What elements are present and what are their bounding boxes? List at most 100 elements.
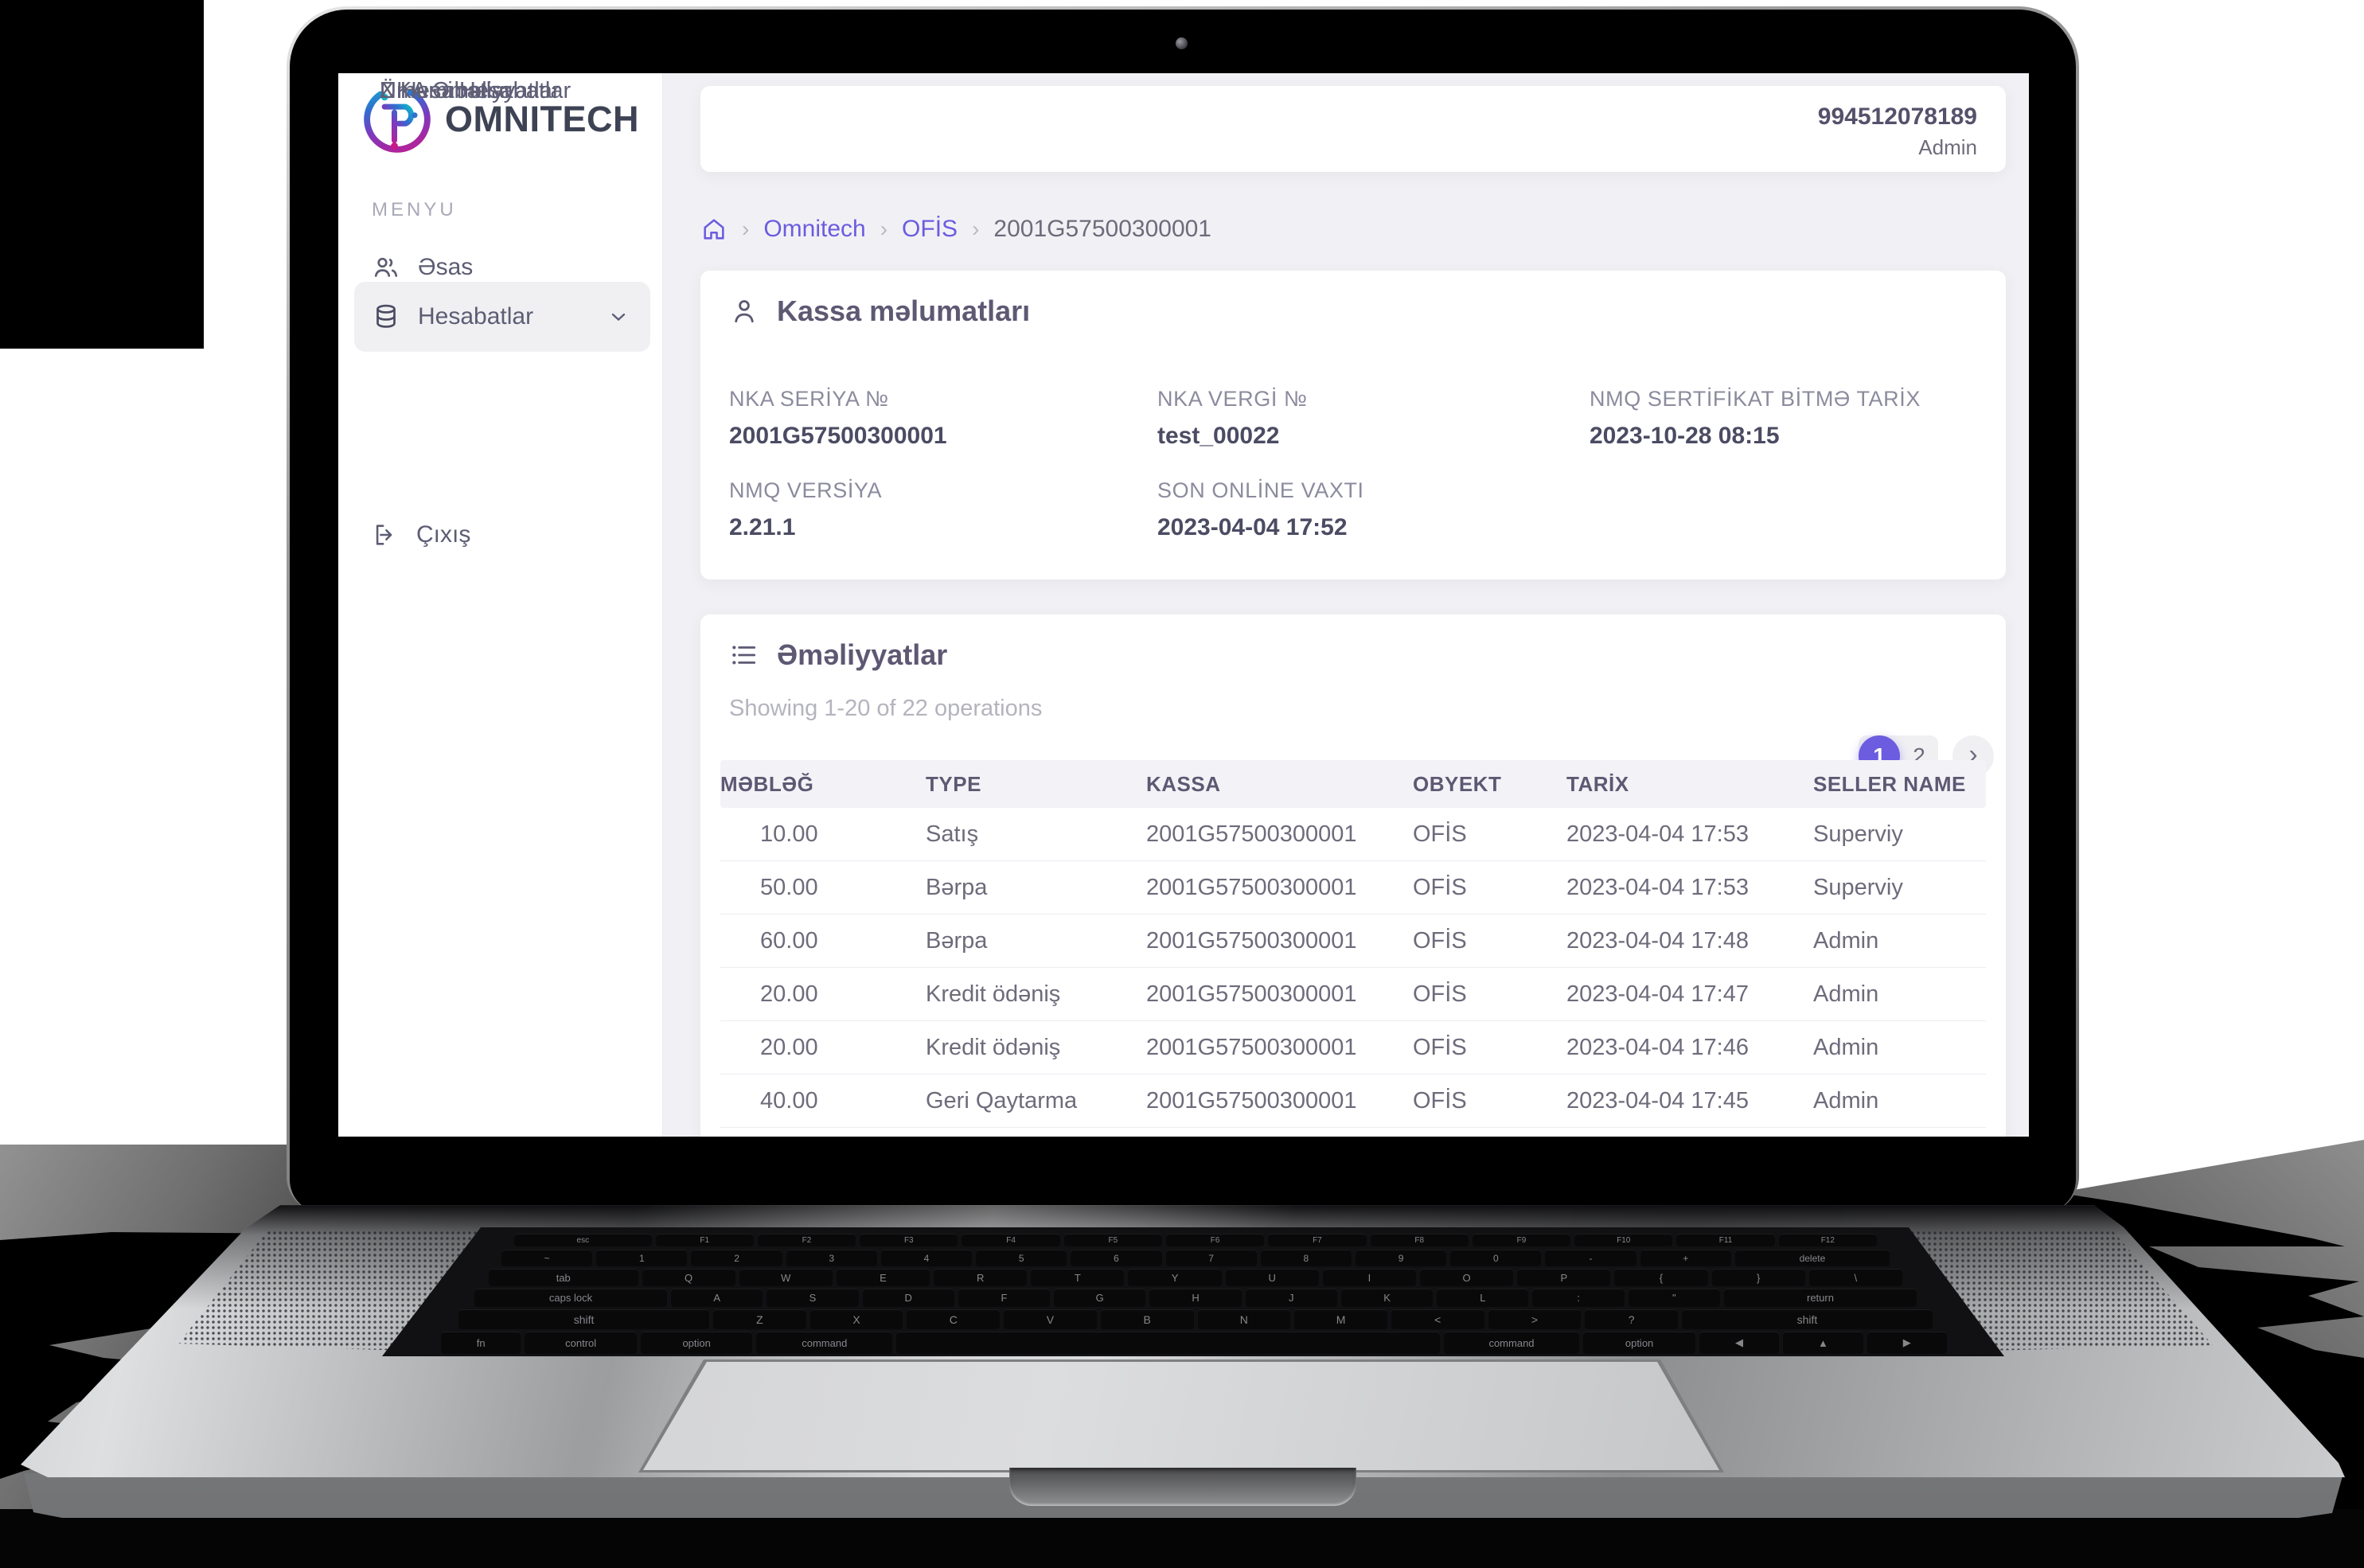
- keyboard-key: command: [1443, 1332, 1580, 1354]
- keyboard-key: command: [756, 1332, 893, 1354]
- table-row: 20.00 Kredit ödəniş 2001G57500300001 OFİ…: [720, 1021, 1986, 1075]
- sidebar-item-esas[interactable]: Əsas: [354, 242, 650, 293]
- keyboard-key: ": [1628, 1289, 1720, 1307]
- keyboard-key: N: [1197, 1309, 1291, 1329]
- sidebar-item-label: Hesabatlar: [418, 303, 534, 330]
- keyboard-key: F1: [655, 1234, 754, 1246]
- field-value: 2023-04-04 17:52: [1157, 514, 1348, 540]
- cell-tarix: 2023-04-04 17:45: [1566, 1087, 1749, 1114]
- breadcrumb-ofis[interactable]: OFİS: [902, 216, 958, 242]
- keyboard-key: U: [1225, 1269, 1319, 1286]
- keyboard-key: I: [1322, 1269, 1416, 1286]
- app-screen: OMNITECH MENYU Əsas: [338, 73, 2029, 1137]
- cell-kassa: 2001G57500300001: [1146, 927, 1357, 954]
- keyboard-key: 5: [976, 1250, 1067, 1266]
- topbar: 994512078189 Admin: [700, 86, 2006, 172]
- cell-tarix: 2023-04-04 17:48: [1566, 927, 1749, 954]
- keyboard-key: Z: [713, 1309, 806, 1329]
- keyboard-row-home: caps lock A S D F G H J K L: " return: [474, 1289, 1917, 1307]
- operations-card-header: Əməliyyatlar: [729, 638, 947, 672]
- keyboard-key: 3: [786, 1250, 877, 1266]
- sidebar-subitem[interactable]: NKA Əməliyyatlar: [380, 77, 560, 103]
- kassa-card: Kassa məlumatları NKA SERİYA № 2001G5750…: [700, 271, 2006, 579]
- cell-tarix: 2023-04-04 17:47: [1566, 981, 1749, 1007]
- keyboard-key: ▲: [1783, 1332, 1863, 1354]
- database-icon: [376, 304, 396, 328]
- backdrop-black-block: [0, 0, 204, 349]
- table-row: 20.00 Kredit ödəniş 2001G57500300001 OFİ…: [720, 968, 1986, 1021]
- sidebar-subitem[interactable]: Ümumi Hesabatlar: [380, 77, 571, 103]
- laptop-lid: OMNITECH MENYU Əsas: [287, 6, 2079, 1213]
- keyboard-key: F7: [1268, 1234, 1367, 1246]
- cell-type: Bərpa: [926, 927, 988, 954]
- sidebar-item-logout[interactable]: Çıxış: [354, 509, 650, 560]
- cell-seller: Admin: [1813, 1087, 1879, 1114]
- table-header-row: MƏBLƏĞ TYPE KASSA OBYEKT TARİX: [720, 760, 1986, 808]
- account-role: Admin: [1918, 135, 1977, 159]
- keyboard-key: O: [1420, 1269, 1514, 1286]
- keyboard-key: G: [1054, 1289, 1146, 1307]
- keyboard-key: option: [1583, 1332, 1695, 1354]
- keyboard-key: D: [862, 1289, 954, 1307]
- keyboard-key: F10: [1574, 1234, 1673, 1246]
- keyboard-key: B: [1100, 1309, 1194, 1329]
- keyboard-key: F6: [1166, 1234, 1265, 1246]
- keyboard-key: ?: [1585, 1309, 1678, 1329]
- keyboard-key: }: [1711, 1269, 1805, 1286]
- cell-seller: Admin: [1813, 1034, 1879, 1060]
- webcam-icon: [1176, 37, 1188, 49]
- keyboard-key: control: [525, 1332, 637, 1354]
- cell-amount: 40.00: [760, 1087, 818, 1114]
- table-row: 50.00 Bərpa 2001G57500300001 OFİS 2023-0…: [720, 861, 1986, 915]
- keyboard-key: 2: [691, 1250, 782, 1266]
- kassa-field: NMQ VERSİYA 2.21.1: [729, 478, 1157, 541]
- kassa-field: NKA SERİYA № 2001G57500300001: [729, 387, 1157, 450]
- sidebar-item-hesabatlar[interactable]: Hesabatlar: [354, 282, 650, 352]
- keyboard-key: <: [1391, 1309, 1484, 1329]
- field-value: 2001G57500300001: [729, 423, 947, 449]
- sidebar-item-label: Çıxış: [416, 521, 471, 548]
- operations-table: MƏBLƏĞ TYPE KASSA OBYEKT TARİX: [720, 760, 1986, 1128]
- menu-section-label: MENYU: [372, 199, 457, 220]
- keyboard-key: R: [934, 1269, 1028, 1286]
- users-icon: [374, 257, 398, 277]
- keyboard-key: shift: [458, 1309, 710, 1329]
- keyboard-key: -: [1545, 1250, 1636, 1266]
- keyboard-key: {: [1614, 1269, 1708, 1286]
- column-header: TYPE: [926, 771, 981, 796]
- cell-type: Kredit ödəniş: [926, 1034, 1061, 1060]
- cell-seller: Superviy: [1813, 821, 1903, 847]
- column-header: SELLER NAME: [1813, 771, 1966, 796]
- keyboard-key: M: [1294, 1309, 1387, 1329]
- sidebar-subitem[interactable]: Z Hesabatlar: [380, 77, 513, 103]
- breadcrumb-omnitech[interactable]: Omnitech: [763, 216, 866, 242]
- cell-amount: 50.00: [760, 874, 818, 900]
- field-value: 2023-10-28 08:15: [1590, 423, 1780, 449]
- keyboard-key: +: [1640, 1250, 1731, 1266]
- keyboard-key: J: [1245, 1289, 1337, 1307]
- column-header: OBYEKT: [1413, 771, 1502, 796]
- cell-seller: Superviy: [1813, 874, 1903, 900]
- keyboard-key: F11: [1676, 1234, 1775, 1246]
- keyboard-key: F2: [757, 1234, 856, 1246]
- keyboard-key: F: [958, 1289, 1051, 1307]
- keyboard-key: delete: [1734, 1250, 1890, 1266]
- keyboard-key: 1: [596, 1250, 688, 1266]
- breadcrumb-separator: ›: [742, 216, 750, 241]
- column-header: TARİX: [1566, 771, 1629, 796]
- keyboard-key: :: [1532, 1289, 1625, 1307]
- keyboard-key: 4: [880, 1250, 973, 1266]
- keyboard-key: C: [907, 1309, 1001, 1329]
- account-number: 994512078189: [1817, 103, 1977, 130]
- cell-type: Kredit ödəniş: [926, 981, 1061, 1007]
- keyboard-row-modifiers: fn control option command command option ◀ ▲ ▶: [441, 1332, 1947, 1354]
- cell-kassa: 2001G57500300001: [1146, 981, 1357, 1007]
- field-label: NKA VERGİ №: [1157, 387, 1308, 411]
- home-icon[interactable]: [700, 216, 728, 243]
- keyboard-key: ◀: [1699, 1332, 1780, 1354]
- keyboard-key: S: [767, 1289, 859, 1307]
- sidebar: OMNITECH MENYU Əsas: [338, 73, 663, 1137]
- kassa-fields: NKA SERİYA № 2001G57500300001 NKA VERGİ …: [729, 387, 1972, 541]
- keyboard-key: H: [1149, 1289, 1242, 1307]
- field-label: NMQ VERSİYA: [729, 478, 883, 502]
